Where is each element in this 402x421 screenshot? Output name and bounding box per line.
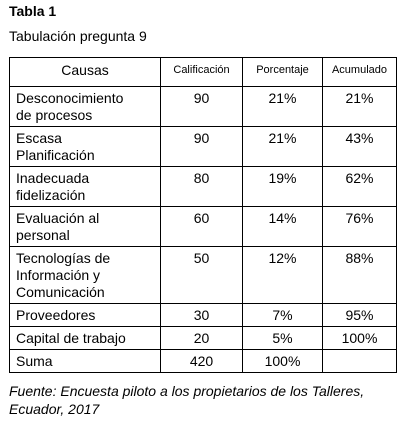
cause-cell: Evaluación al personal (9, 206, 161, 247)
table-body: Desconocimiento de procesos 90 21% 21% Escasa… (9, 86, 397, 373)
source-note: Fuente: Encuesta piloto a los propietari… (9, 383, 365, 417)
value-cell: 30 (160, 303, 243, 327)
value-cell: 90 (160, 86, 243, 127)
value-cell: 62% (322, 166, 397, 207)
value-cell: 80 (160, 166, 243, 207)
column-header: Acumulado (322, 57, 397, 87)
value-cell: 420 (160, 349, 243, 373)
cause-text: Planificación (16, 147, 95, 163)
value-cell: 21% (322, 86, 397, 127)
table-subtitle: Tabulación pregunta 9 (9, 28, 147, 44)
table-row: Suma 420 100% (9, 349, 397, 373)
value-cell: 43% (322, 126, 397, 167)
column-header: Calificación (160, 57, 243, 87)
value-cell: 14% (242, 206, 323, 247)
cause-text: Capital de trabajo (16, 330, 126, 346)
cause-text: Tecnologías de (16, 250, 111, 266)
cause-cell: Proveedores (9, 303, 161, 327)
value-cell: 100% (322, 326, 397, 350)
value-cell: 5% (242, 326, 323, 350)
value-cell: 100% (242, 349, 323, 373)
table-row: Tecnologías de Información y Comunicación 5… (9, 246, 397, 304)
cause-cell: Capital de trabajo (9, 326, 161, 350)
value-cell: 88% (322, 246, 397, 304)
column-header: Porcentaje (242, 57, 323, 87)
value-cell: 12% (242, 246, 323, 304)
column-header: Causas (9, 57, 161, 87)
cause-text: personal (16, 227, 70, 243)
value-cell: 21% (242, 126, 323, 167)
value-cell: 20 (160, 326, 243, 350)
cause-text: Proveedores (16, 307, 96, 323)
table-row: Desconocimiento de procesos 90 21% 21% (9, 86, 397, 127)
value-cell: 76% (322, 206, 397, 247)
cause-text: Evaluación al (16, 210, 100, 226)
cause-cell: Desconocimiento de procesos (9, 86, 161, 127)
cause-cell: Inadecuada fidelización (9, 166, 161, 207)
header-row: Causas Calificación Porcentaje Acumulado (9, 57, 397, 87)
cause-text: Escasa (16, 130, 62, 146)
cause-text: Comunicación (16, 284, 105, 300)
value-cell: 7% (242, 303, 323, 327)
table-row: Proveedores 30 7% 95% (9, 303, 397, 327)
table-row: Evaluación al personal 60 14% 76% (9, 206, 397, 247)
table-row: Inadecuada fidelización 80 19% 62% (9, 166, 397, 207)
cause-text: Suma (16, 353, 53, 369)
cause-text: Información y (16, 267, 101, 283)
value-cell: 50 (160, 246, 243, 304)
cause-text: Inadecuada (16, 170, 90, 186)
value-cell: 19% (242, 166, 323, 207)
empty-cell (322, 349, 397, 373)
cause-text: fidelización (16, 187, 86, 203)
value-cell: 60 (160, 206, 243, 247)
cause-cell: Tecnologías de Información y Comunicación (9, 246, 161, 304)
cause-cell: Suma (9, 349, 161, 373)
value-cell: 95% (322, 303, 397, 327)
cause-text: Desconocimiento (16, 90, 124, 106)
cause-text: de procesos (16, 107, 93, 123)
table-title: Tabla 1 (9, 3, 57, 19)
table-row: Escasa Planificación 90 21% 43% (9, 126, 397, 167)
table-row: Capital de trabajo 20 5% 100% (9, 326, 397, 350)
cause-cell: Escasa Planificación (9, 126, 161, 167)
value-cell: 21% (242, 86, 323, 127)
value-cell: 90 (160, 126, 243, 167)
data-table: Causas Calificación Porcentaje Acumulado De… (9, 57, 397, 373)
